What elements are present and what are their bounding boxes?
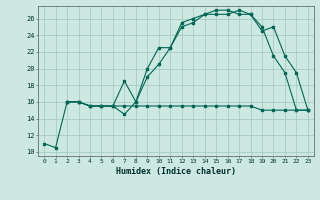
X-axis label: Humidex (Indice chaleur): Humidex (Indice chaleur) [116,167,236,176]
